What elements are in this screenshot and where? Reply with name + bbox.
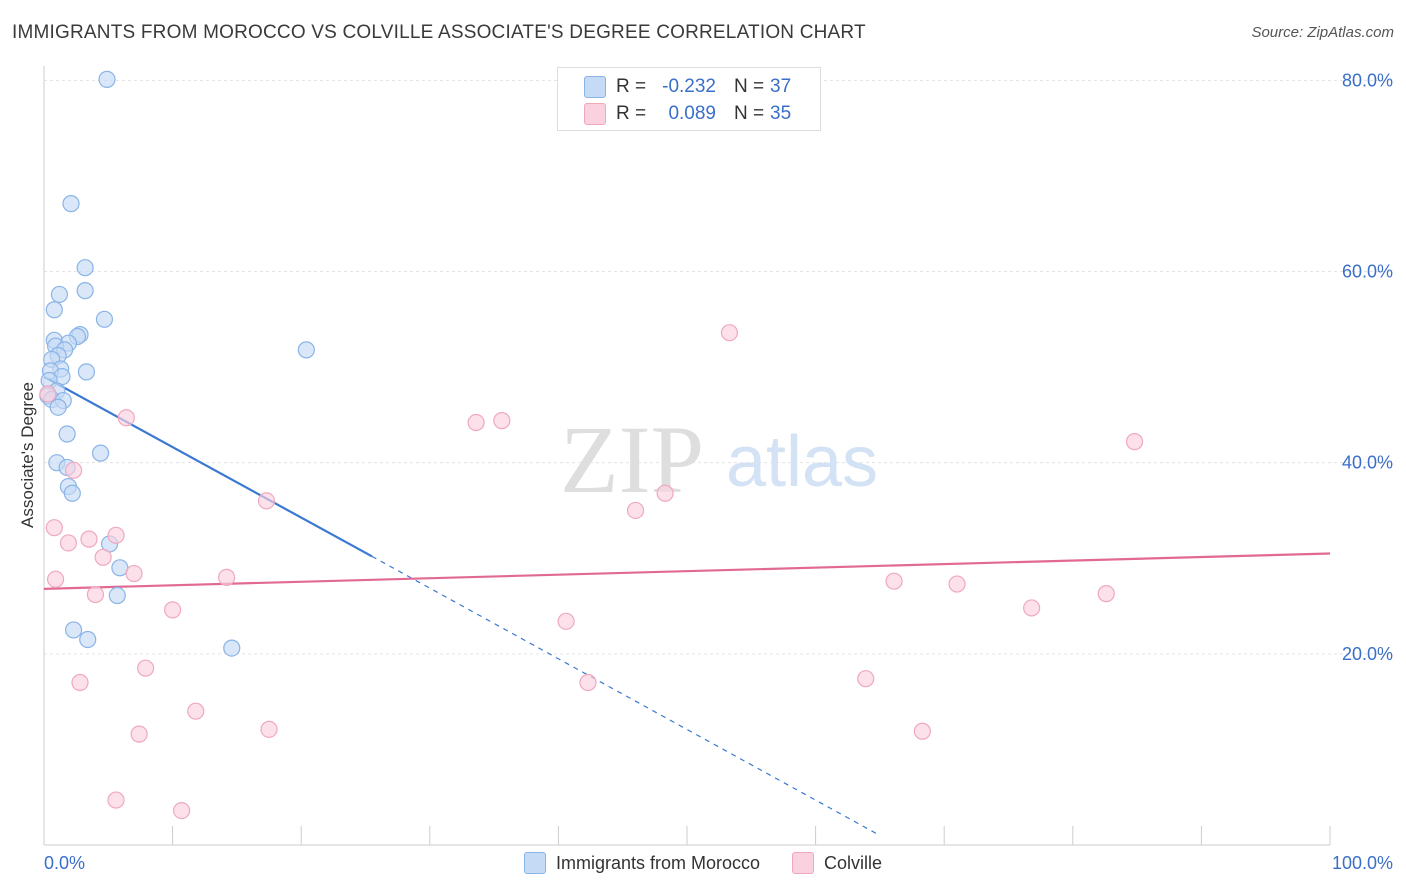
point-colville xyxy=(117,409,135,427)
legend-item-morocco[interactable]: Immigrants from Morocco xyxy=(523,852,760,874)
point-morocco xyxy=(79,630,97,649)
point-colville xyxy=(125,564,143,583)
point-colville xyxy=(885,572,903,590)
y-tick-label: 80.0% xyxy=(1342,70,1393,90)
legend-item-colville[interactable]: Colville xyxy=(792,852,882,874)
point-morocco xyxy=(76,282,94,300)
point-morocco xyxy=(98,70,116,88)
point-colville xyxy=(107,526,125,544)
stats-row-colville: R = 0.089 N = 35 xyxy=(558,100,820,128)
point-colville xyxy=(1023,599,1041,617)
y-tick-label: 20.0% xyxy=(1342,644,1393,664)
point-colville xyxy=(1097,585,1115,603)
point-colville xyxy=(626,501,645,520)
gridlines xyxy=(44,79,1392,655)
point-morocco xyxy=(45,301,63,319)
point-morocco xyxy=(223,639,241,657)
point-colville xyxy=(164,601,182,619)
point-colville xyxy=(1125,433,1144,451)
point-morocco xyxy=(49,398,67,416)
point-morocco xyxy=(58,425,76,443)
point-colville xyxy=(86,585,105,604)
trend-line-colville xyxy=(43,552,1331,590)
point-colville xyxy=(45,519,63,537)
n-value: 35 xyxy=(770,103,792,124)
point-colville xyxy=(71,673,89,692)
point-colville xyxy=(857,670,875,688)
colville-swatch xyxy=(792,852,814,874)
point-morocco xyxy=(63,484,81,502)
point-colville xyxy=(467,413,485,432)
watermark-zip: ZIP xyxy=(560,406,704,513)
axes xyxy=(43,66,1331,846)
r-label: R = xyxy=(616,76,647,97)
point-colville xyxy=(173,801,191,820)
point-colville xyxy=(59,534,78,552)
r-label: R = xyxy=(616,103,647,124)
point-colville xyxy=(64,461,83,479)
watermark: ZIP atlas xyxy=(560,406,878,513)
point-colville xyxy=(46,570,65,588)
n-value: 37 xyxy=(770,76,792,97)
point-colville xyxy=(136,659,155,677)
point-morocco xyxy=(62,195,80,213)
x-tick-label: 100.0% xyxy=(1332,853,1393,873)
point-colville xyxy=(94,548,112,566)
point-morocco xyxy=(64,621,83,639)
point-colville xyxy=(557,612,575,630)
colville-swatch xyxy=(584,103,606,125)
point-colville xyxy=(913,722,931,740)
point-morocco xyxy=(76,259,94,277)
point-colville xyxy=(720,324,739,342)
legend-label-morocco: Immigrants from Morocco xyxy=(555,852,760,873)
chart-title: IMMIGRANTS FROM MOROCCO VS COLVILLE ASSO… xyxy=(12,22,866,43)
point-morocco xyxy=(91,444,110,462)
stats-legend: R = -0.232 N = 37 R = 0.089 N = 35 xyxy=(557,67,821,131)
trend-line-morocco-extension xyxy=(371,555,881,836)
morocco-swatch xyxy=(523,852,546,874)
n-label: N = xyxy=(734,103,765,124)
watermark-atlas: atlas xyxy=(726,422,878,502)
point-colville xyxy=(187,702,205,720)
trend-lines xyxy=(43,375,1331,836)
y-tick-label: 60.0% xyxy=(1342,262,1393,282)
tick-labels: 20.0% 40.0% 60.0% 80.0% 0.0% 100.0% xyxy=(44,70,1393,873)
x-tick-label: 0.0% xyxy=(44,853,85,873)
point-colville xyxy=(257,492,276,510)
point-colville xyxy=(39,385,57,403)
r-value: 0.089 xyxy=(668,103,716,124)
point-morocco xyxy=(77,363,96,381)
point-colville xyxy=(493,412,511,430)
trend-line-morocco xyxy=(43,375,373,558)
r-value: -0.232 xyxy=(662,76,716,97)
series-legend: Immigrants from Morocco Colville xyxy=(0,852,1406,874)
point-colville xyxy=(218,568,236,586)
point-colville xyxy=(579,673,597,692)
point-colville xyxy=(107,791,125,809)
point-colville xyxy=(260,720,278,738)
legend-label-colville: Colville xyxy=(824,852,883,873)
point-morocco xyxy=(50,285,69,304)
morocco-swatch xyxy=(584,76,606,98)
point-colville xyxy=(656,484,674,502)
source-label: Source: ZipAtlas.com xyxy=(1251,24,1394,41)
point-colville xyxy=(80,530,98,548)
n-label: N = xyxy=(734,76,765,97)
y-tick-label: 40.0% xyxy=(1342,453,1393,473)
stats-row-morocco: R = -0.232 N = 37 xyxy=(558,73,820,101)
point-morocco xyxy=(108,586,126,605)
point-morocco xyxy=(95,310,114,328)
point-colville xyxy=(948,575,966,593)
point-colville xyxy=(130,725,148,743)
data-points xyxy=(39,70,1144,820)
point-morocco xyxy=(297,341,315,359)
